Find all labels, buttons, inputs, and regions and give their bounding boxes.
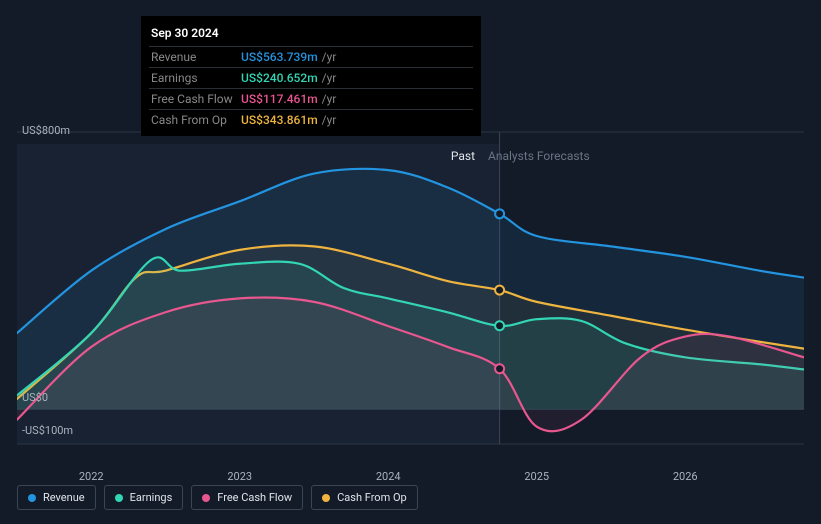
legend-label: Revenue <box>43 491 85 504</box>
past-label: Past <box>451 149 475 163</box>
financials-chart: US$800m US$0 -US$100m Past Analysts Fore… <box>0 0 821 524</box>
x-tick: 2022 <box>79 470 104 483</box>
legend-item-revenue[interactable]: Revenue <box>17 485 96 510</box>
legend-dot-icon <box>115 494 123 502</box>
legend-dot-icon <box>202 494 210 502</box>
chart-legend: Revenue Earnings Free Cash Flow Cash From O… <box>17 485 418 510</box>
x-tick: 2025 <box>524 470 549 483</box>
tooltip-metric-label: Cash From Op <box>151 113 241 127</box>
y-tick-neg100: -US$100m <box>22 424 73 437</box>
x-tick: 2026 <box>673 470 698 483</box>
legend-label: Earnings <box>130 491 173 504</box>
tooltip-metric-label: Earnings <box>151 71 241 85</box>
y-tick-0: US$0 <box>22 391 48 404</box>
forecast-label: Analysts Forecasts <box>488 149 590 163</box>
legend-label: Free Cash Flow <box>217 491 292 504</box>
tooltip-date: Sep 30 2024 <box>149 22 473 46</box>
tooltip-unit: /yr <box>322 71 337 85</box>
y-tick-800: US$800m <box>22 124 70 137</box>
tooltip-metric-label: Free Cash Flow <box>151 92 241 106</box>
tooltip-metric-value: US$240.652m <box>241 71 318 85</box>
tooltip-row: Cash From OpUS$343.861m/yr <box>149 109 473 130</box>
tooltip-unit: /yr <box>322 92 337 106</box>
legend-label: Cash From Op <box>337 491 407 504</box>
legend-dot-icon <box>322 494 330 502</box>
x-tick: 2024 <box>376 470 401 483</box>
tooltip-row: RevenueUS$563.739m/yr <box>149 46 473 67</box>
legend-item-cash-from-op[interactable]: Cash From Op <box>311 485 418 510</box>
tooltip-metric-value: US$343.861m <box>241 113 318 127</box>
legend-dot-icon <box>28 494 36 502</box>
legend-item-earnings[interactable]: Earnings <box>104 485 184 510</box>
tooltip-metric-value: US$563.739m <box>241 50 318 64</box>
legend-item-free-cash-flow[interactable]: Free Cash Flow <box>191 485 303 510</box>
tooltip-metric-value: US$117.461m <box>241 92 318 106</box>
tooltip-unit: /yr <box>322 113 337 127</box>
tooltip-row: Free Cash FlowUS$117.461m/yr <box>149 88 473 109</box>
tooltip-unit: /yr <box>322 50 337 64</box>
hover-tooltip: Sep 30 2024 RevenueUS$563.739m/yrEarning… <box>141 16 481 136</box>
tooltip-metric-label: Revenue <box>151 50 241 64</box>
tooltip-row: EarningsUS$240.652m/yr <box>149 67 473 88</box>
x-tick: 2023 <box>227 470 252 483</box>
